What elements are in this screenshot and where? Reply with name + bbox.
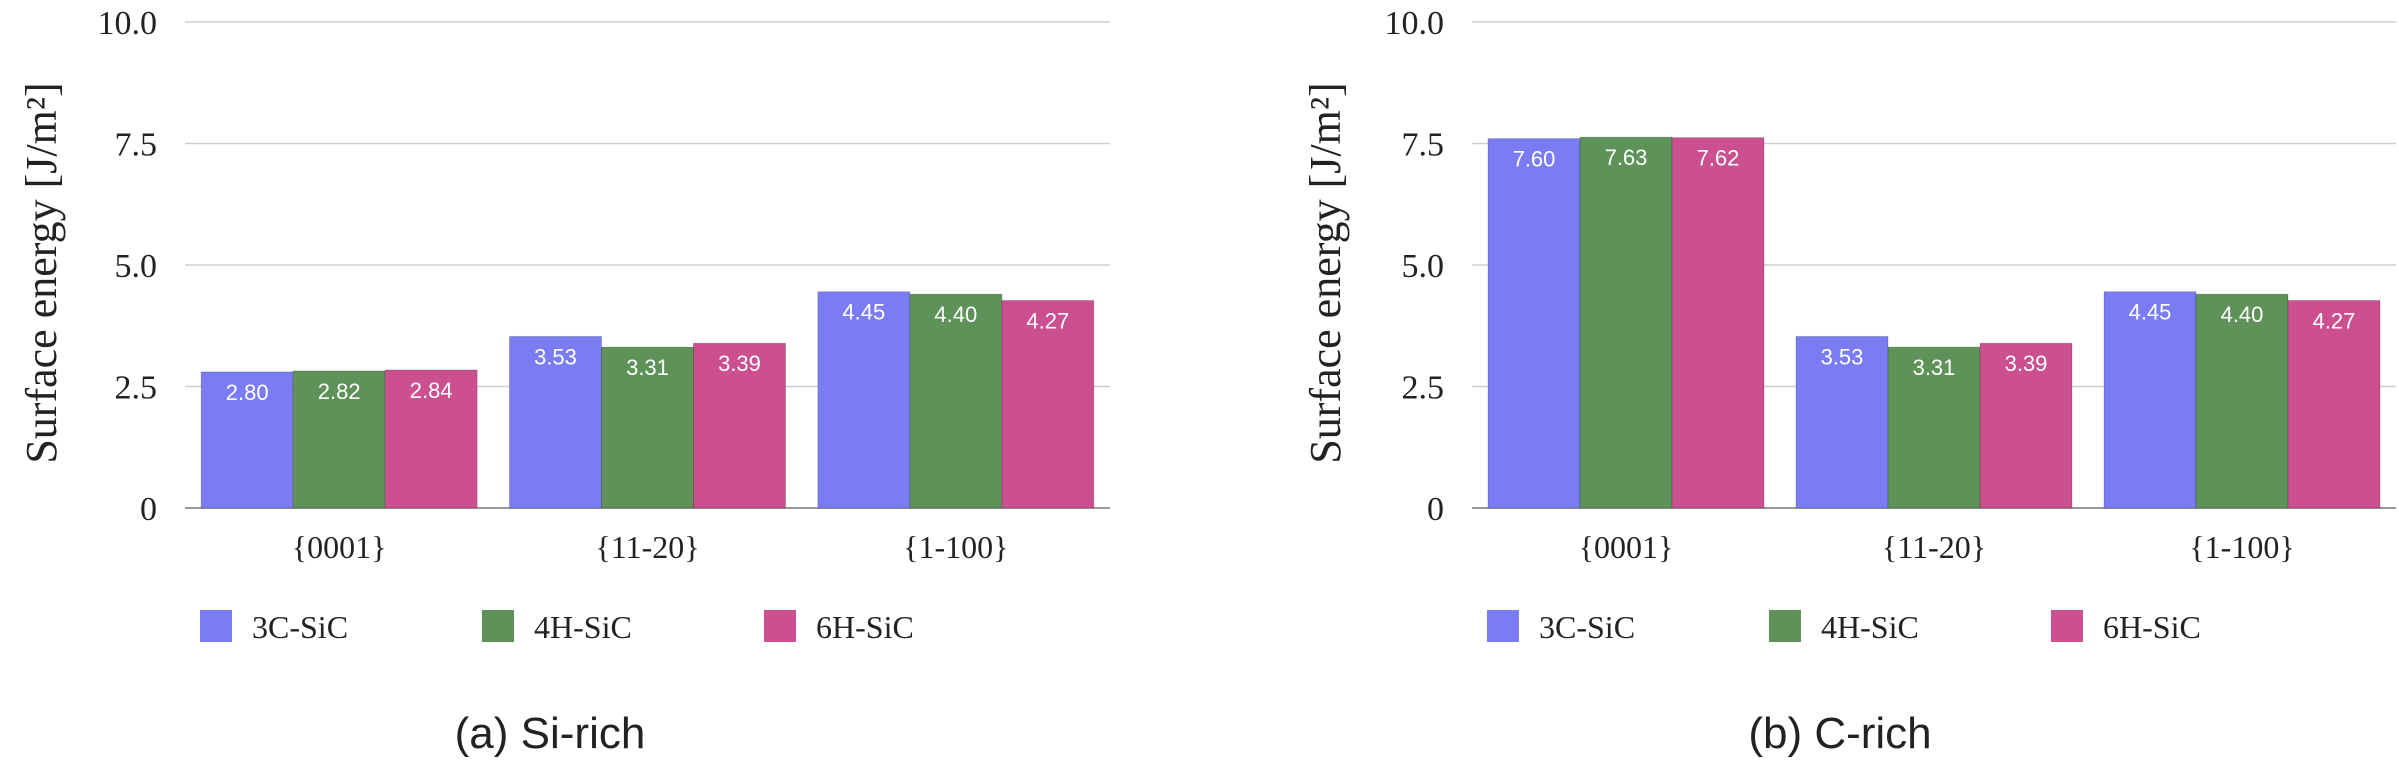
bar-value-label: 4.45: [2129, 300, 2172, 325]
bar-value-label: 2.82: [318, 379, 361, 404]
legend-swatch: [2051, 610, 2083, 642]
legend-swatch: [1769, 610, 1801, 642]
y-tick-label: 2.5: [115, 370, 158, 407]
x-category-label: {1-100}: [903, 529, 1008, 565]
legend-label: 4H-SiC: [534, 609, 632, 645]
x-category-label: {11-20}: [1882, 529, 1986, 565]
bar-6h-sic-1: [693, 342, 786, 509]
bar-value-label: 4.27: [1026, 308, 1069, 333]
y-tick-label: 7.5: [1402, 127, 1445, 164]
bar-3c-sic-0: [200, 371, 294, 509]
legend-label: 4H-SiC: [1821, 609, 1919, 645]
chart-panel-2: 0 2.5 5.0 7.5 10.0 Surface energy [J/m²] 7.60 7…: [1301, 5, 2396, 758]
bar-4h-sic-1: [601, 346, 694, 509]
bar-value-label: 4.27: [2313, 308, 2356, 333]
x-category-label: {1-100}: [2189, 529, 2294, 565]
bar-6h-sic-1: [1979, 342, 2073, 509]
bar-value-label: 7.62: [1697, 146, 1740, 171]
y-axis-label: Surface energy [J/m²]: [17, 82, 66, 463]
bar-4h-sic-0: [292, 370, 386, 509]
bar-3c-sic-1: [509, 335, 602, 509]
legend-label: 6H-SiC: [816, 609, 914, 645]
y-tick-label: 5.0: [1402, 248, 1445, 285]
bar-value-label: 3.53: [1821, 344, 1864, 369]
bar-value-label: 3.31: [626, 355, 669, 380]
x-category-label: {11-20}: [595, 529, 699, 565]
legend-label: 3C-SiC: [252, 609, 348, 645]
bar-value-label: 3.31: [1913, 355, 1956, 380]
bar-3c-sic-0: [1487, 138, 1581, 509]
y-tick-label: 0: [1427, 491, 1444, 528]
legend-label: 6H-SiC: [2103, 609, 2201, 645]
bar-value-label: 3.39: [2005, 351, 2048, 376]
y-tick-label: 7.5: [115, 127, 158, 164]
bar-value-label: 2.80: [226, 380, 269, 405]
bar-6h-sic-2: [2287, 299, 2381, 509]
x-category-label: {0001}: [292, 529, 387, 565]
bar-value-label: 4.40: [2221, 302, 2264, 327]
bar-6h-sic-0: [1671, 137, 1765, 509]
bar-6h-sic-0: [384, 369, 478, 509]
legend-label: 3C-SiC: [1539, 609, 1635, 645]
y-tick-label: 10.0: [1385, 5, 1445, 42]
bar-3c-sic-2: [817, 291, 911, 509]
panel-caption: (b) C-rich: [1748, 709, 1931, 758]
legend-swatch: [764, 610, 796, 642]
legend-swatch: [200, 610, 232, 642]
legend-swatch: [1487, 610, 1519, 642]
bar-value-label: 3.53: [534, 344, 577, 369]
bar-value-label: 4.45: [842, 300, 885, 325]
bar-4h-sic-0: [1579, 136, 1673, 509]
y-tick-label: 10.0: [98, 5, 158, 42]
panel-caption: (a) Si-rich: [455, 709, 646, 758]
y-tick-label: 0: [140, 491, 157, 528]
bar-6h-sic-2: [1001, 299, 1095, 509]
bar-value-label: 3.39: [718, 351, 761, 376]
y-axis-label: Surface energy [J/m²]: [1301, 82, 1350, 463]
bar-4h-sic-1: [1887, 346, 1981, 509]
bar-value-label: 4.40: [934, 302, 977, 327]
bar-4h-sic-2: [2195, 293, 2289, 509]
bar-3c-sic-1: [1795, 335, 1889, 509]
bar-value-label: 7.63: [1605, 145, 1648, 170]
bar-value-label: 7.60: [1513, 147, 1556, 172]
x-category-label: {0001}: [1579, 529, 1674, 565]
bar-value-label: 2.84: [410, 378, 453, 403]
y-tick-label: 2.5: [1402, 370, 1445, 407]
legend-swatch: [482, 610, 514, 642]
y-tick-label: 5.0: [115, 248, 158, 285]
chart-panel-1: 0 2.5 5.0 7.5 10.0 Surface energy [J/m²] 2.80 2…: [17, 5, 1110, 758]
bar-3c-sic-2: [2103, 291, 2197, 509]
